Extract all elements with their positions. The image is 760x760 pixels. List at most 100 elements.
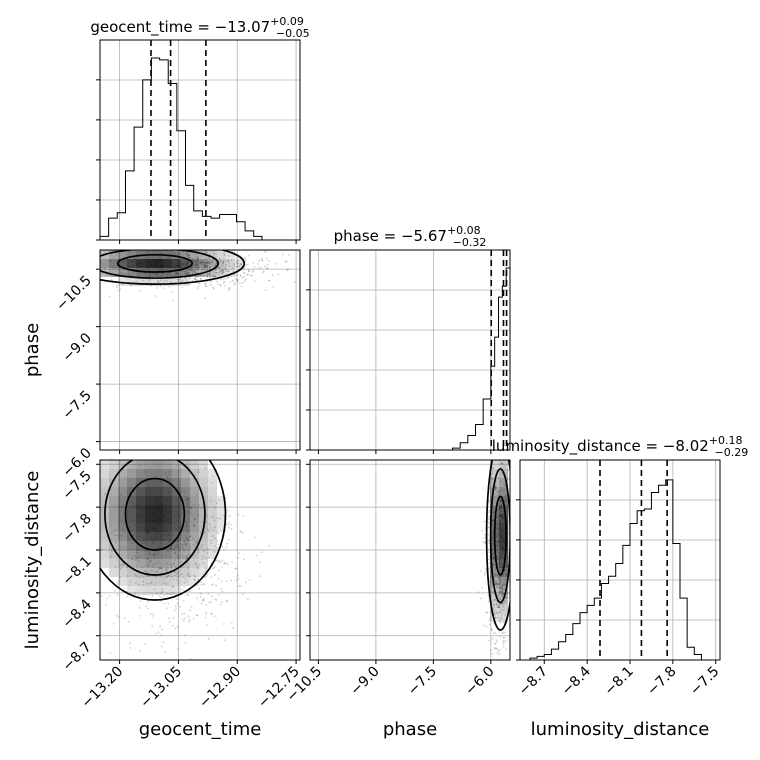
- sample-point-geocent-vs-phase: [214, 275, 217, 278]
- sample-point-geocent-vs-phase: [188, 268, 191, 271]
- sample-point-geocent-vs-phase: [222, 278, 225, 281]
- sample-point-geocent-vs-phase: [194, 269, 197, 272]
- sample-point-geocent-vs-lumdist: [203, 531, 206, 534]
- density-cell-geocent-vs-lumdist: [190, 460, 199, 469]
- sample-point-geocent-vs-phase: [183, 272, 186, 275]
- density-cell-geocent-vs-lumdist: [145, 496, 154, 505]
- sample-point-geocent-vs-phase: [257, 266, 260, 269]
- sample-point-geocent-vs-phase: [195, 256, 198, 258]
- density-cell-geocent-vs-phase: [109, 259, 118, 268]
- sample-point-geocent-vs-lumdist: [139, 464, 142, 467]
- density-cell-geocent-vs-lumdist: [109, 496, 118, 505]
- sample-point-geocent-vs-lumdist: [181, 588, 184, 591]
- sample-point-geocent-vs-lumdist: [210, 595, 213, 598]
- density-cell-geocent-vs-lumdist: [163, 496, 172, 505]
- sample-point-geocent-vs-phase: [224, 277, 227, 280]
- sample-point-geocent-vs-lumdist: [227, 563, 229, 566]
- sample-point-geocent-vs-phase: [204, 262, 207, 265]
- sample-point-geocent-vs-phase: [175, 271, 178, 274]
- sample-point-geocent-vs-phase: [184, 277, 186, 280]
- density-cell-geocent-vs-lumdist: [118, 478, 127, 487]
- sample-point-geocent-vs-lumdist: [187, 594, 190, 597]
- sample-point-geocent-vs-phase: [245, 264, 248, 266]
- sample-point-geocent-vs-lumdist: [134, 573, 137, 576]
- sample-point-geocent-vs-lumdist: [114, 590, 116, 592]
- sample-point-geocent-vs-phase: [215, 271, 218, 274]
- sample-point-geocent-vs-lumdist: [174, 627, 177, 630]
- density-cell-geocent-vs-lumdist: [163, 523, 172, 532]
- sample-point-phase-vs-lumdist: [487, 600, 490, 603]
- sample-point-geocent-vs-lumdist: [192, 524, 195, 527]
- sample-point-geocent-vs-phase: [215, 263, 218, 265]
- density-cell-geocent-vs-lumdist: [163, 514, 172, 523]
- sample-point-geocent-vs-phase: [193, 278, 196, 280]
- sample-point-phase-vs-lumdist: [505, 648, 507, 651]
- sample-point-phase-vs-lumdist: [492, 632, 495, 634]
- sample-point-geocent-vs-phase: [183, 270, 185, 273]
- sample-point-geocent-vs-phase: [203, 263, 206, 266]
- sample-point-phase-vs-lumdist: [498, 653, 501, 655]
- sample-point-phase-vs-lumdist: [481, 529, 484, 532]
- sample-point-geocent-vs-phase: [135, 281, 138, 284]
- density-cell-geocent-vs-lumdist: [127, 550, 136, 559]
- sample-point-geocent-vs-lumdist: [268, 544, 270, 547]
- sample-point-phase-vs-lumdist: [505, 640, 507, 642]
- sample-point-geocent-vs-phase: [263, 265, 266, 267]
- density-cell-geocent-vs-lumdist: [190, 568, 199, 577]
- sample-point-geocent-vs-lumdist: [226, 600, 228, 603]
- sample-point-geocent-vs-phase: [170, 281, 173, 283]
- sample-point-geocent-vs-lumdist: [145, 605, 147, 608]
- sample-point-geocent-vs-phase: [223, 252, 225, 255]
- density-cell-geocent-vs-phase: [163, 259, 172, 268]
- sample-point-geocent-vs-phase: [120, 271, 123, 274]
- sample-point-geocent-vs-lumdist: [221, 580, 223, 582]
- sample-point-geocent-vs-phase: [214, 264, 217, 267]
- sample-point-geocent-vs-phase: [203, 265, 206, 268]
- sample-point-geocent-vs-lumdist: [242, 514, 245, 517]
- density-cell-geocent-vs-lumdist: [127, 505, 136, 514]
- sample-point-geocent-vs-lumdist: [128, 584, 131, 587]
- sample-point-geocent-vs-phase: [209, 275, 212, 278]
- density-cell-geocent-vs-lumdist: [181, 505, 190, 514]
- sample-point-geocent-vs-phase: [221, 272, 223, 275]
- sample-point-geocent-vs-phase: [227, 276, 230, 278]
- sample-point-geocent-vs-lumdist: [199, 596, 202, 598]
- density-cell-geocent-vs-lumdist: [100, 550, 109, 559]
- sample-point-geocent-vs-lumdist: [138, 606, 141, 609]
- sample-point-geocent-vs-lumdist: [109, 652, 112, 654]
- sample-point-geocent-vs-lumdist: [165, 562, 168, 564]
- sample-point-geocent-vs-phase: [252, 262, 255, 265]
- sample-point-geocent-vs-phase: [221, 272, 224, 275]
- sample-point-geocent-vs-phase: [214, 275, 216, 278]
- sample-point-geocent-vs-phase: [219, 284, 222, 286]
- density-cell-geocent-vs-lumdist: [163, 550, 172, 559]
- sample-point-geocent-vs-phase: [199, 262, 201, 265]
- density-cell-geocent-vs-phase: [172, 268, 181, 277]
- sample-point-geocent-vs-phase: [244, 258, 247, 261]
- density-cell-phase-vs-lumdist: [499, 460, 508, 469]
- sample-point-geocent-vs-phase: [228, 262, 230, 264]
- sample-point-geocent-vs-lumdist: [239, 585, 242, 587]
- sample-point-geocent-vs-lumdist: [213, 615, 216, 618]
- sample-point-geocent-vs-lumdist: [197, 548, 200, 551]
- sample-point-geocent-vs-phase: [216, 280, 218, 283]
- sample-point-geocent-vs-phase: [162, 287, 165, 290]
- sample-point-geocent-vs-phase: [254, 280, 256, 283]
- sample-point-geocent-vs-phase: [241, 281, 244, 284]
- sample-point-geocent-vs-phase: [179, 274, 182, 277]
- sample-point-geocent-vs-phase: [210, 280, 213, 282]
- sample-point-geocent-vs-phase: [284, 261, 287, 263]
- sample-point-geocent-vs-phase: [209, 273, 211, 276]
- sample-point-geocent-vs-lumdist: [232, 627, 235, 629]
- sample-point-geocent-vs-lumdist: [176, 625, 179, 628]
- sample-point-geocent-vs-phase: [222, 260, 225, 263]
- sample-point-geocent-vs-phase: [208, 265, 211, 268]
- sample-point-geocent-vs-lumdist: [101, 595, 103, 597]
- sample-point-geocent-vs-phase: [185, 273, 188, 276]
- sample-point-geocent-vs-lumdist: [259, 561, 261, 564]
- sample-point-phase-vs-lumdist: [496, 652, 499, 654]
- sample-point-geocent-vs-phase: [236, 280, 238, 283]
- density-cell-geocent-vs-phase: [109, 268, 118, 277]
- sample-point-geocent-vs-phase: [260, 257, 263, 260]
